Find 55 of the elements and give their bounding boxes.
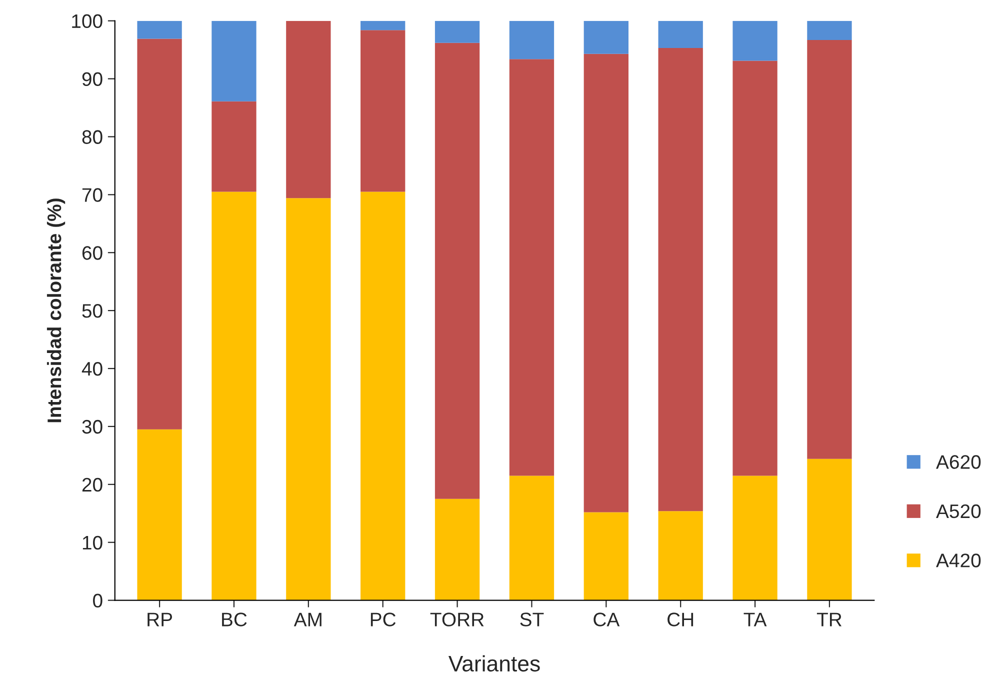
x-tick-label: TORR xyxy=(430,612,484,626)
y-tick-label: 10 xyxy=(82,536,102,550)
bar xyxy=(584,512,628,600)
bar xyxy=(658,20,703,48)
x-tick-label: TR xyxy=(816,612,842,626)
bar xyxy=(212,192,256,600)
x-tick-label: CH xyxy=(668,612,694,626)
y-tick-label: 0 xyxy=(93,594,102,608)
bar xyxy=(584,20,628,54)
bar xyxy=(509,59,554,476)
x-tick-label: TA xyxy=(744,612,767,626)
legend-label: A520 xyxy=(936,504,981,518)
bar xyxy=(509,20,554,60)
bar xyxy=(732,20,778,61)
bar xyxy=(434,42,480,499)
x-tick-label: AM xyxy=(294,612,322,626)
bar xyxy=(509,476,554,600)
y-tick-label: 30 xyxy=(82,420,102,434)
bar xyxy=(807,458,852,600)
x-tick-label: ST xyxy=(520,612,544,626)
bar xyxy=(212,101,256,192)
bar xyxy=(807,20,852,40)
bar xyxy=(360,20,406,30)
y-tick-label: 40 xyxy=(82,362,102,376)
y-tick-label: 80 xyxy=(82,130,102,144)
bar xyxy=(434,498,480,600)
y-tick-label: 70 xyxy=(82,188,102,202)
bar xyxy=(434,20,480,43)
bar xyxy=(658,48,703,512)
legend-label: A420 xyxy=(936,554,981,568)
y-tick-label: 90 xyxy=(82,72,102,86)
y-tick-label: 60 xyxy=(82,246,102,260)
y-axis-title: Intensidad colorante (%) xyxy=(46,198,66,422)
x-axis-title: Variantes xyxy=(448,655,540,672)
bar xyxy=(584,54,628,512)
bar xyxy=(212,20,256,102)
bar xyxy=(286,20,331,198)
bar xyxy=(137,38,182,430)
bar xyxy=(137,429,182,600)
y-tick-label: 100 xyxy=(72,14,102,28)
bar xyxy=(807,40,852,459)
bar xyxy=(658,511,703,600)
bar xyxy=(286,198,331,600)
x-tick-label: BC xyxy=(222,612,247,626)
bar xyxy=(732,476,778,600)
bar xyxy=(137,20,182,39)
x-tick-label: CA xyxy=(594,612,620,626)
legend-label: A620 xyxy=(936,455,981,469)
bar xyxy=(360,192,406,600)
bar xyxy=(360,30,406,192)
x-tick-label: PC xyxy=(370,612,396,626)
y-tick-label: 50 xyxy=(82,304,102,318)
x-tick-label: RP xyxy=(148,612,172,626)
y-tick-label: 20 xyxy=(82,478,102,492)
bar xyxy=(732,60,778,476)
